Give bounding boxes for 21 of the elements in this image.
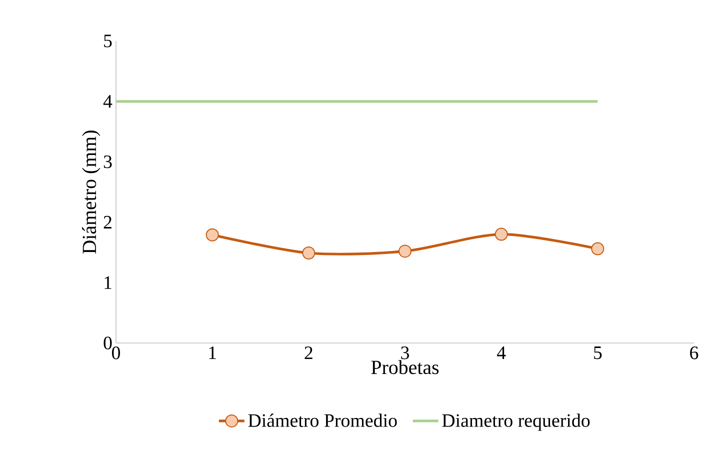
y-tick-label: 1	[104, 276, 112, 289]
y-tick-label: 2	[104, 216, 112, 228]
legend-label: Diametro requerido	[442, 414, 590, 431]
y-axis-title: Diámetro (mm)	[82, 130, 100, 254]
y-tick-label: 3	[104, 155, 112, 168]
x-tick-label: 5	[594, 346, 602, 360]
x-axis-title: Probetas	[371, 360, 439, 374]
legend-label: Diámetro Promedio	[248, 414, 397, 427]
x-tick-label: 6	[690, 346, 698, 360]
point	[494, 228, 508, 241]
point	[302, 246, 316, 260]
y-tick-label: 0	[104, 336, 112, 350]
x-tick-label: 1	[209, 346, 216, 360]
y-tick-label: 5	[104, 34, 112, 48]
point	[398, 244, 412, 258]
point	[591, 242, 604, 256]
x-tick-label: 2	[304, 346, 312, 360]
x-tick-label: 4	[496, 346, 506, 359]
x-tick-label: 3	[401, 346, 409, 360]
point	[206, 228, 219, 242]
y-tick-label: 4	[103, 95, 112, 108]
